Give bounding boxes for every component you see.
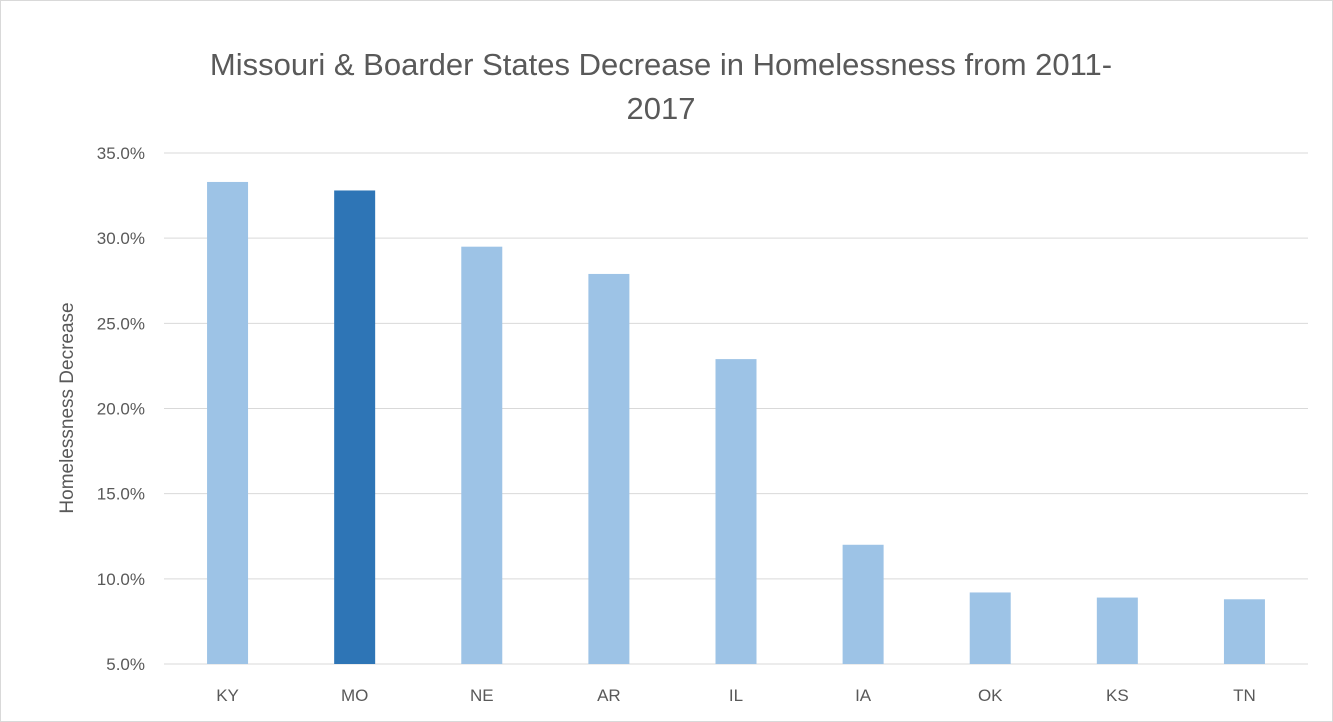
y-tick-label: 15.0% (97, 485, 145, 504)
chart-title: Missouri & Boarder States Decrease in Ho… (209, 47, 1113, 126)
bar-ar (588, 273, 630, 664)
bar-ks (1096, 597, 1138, 664)
bar-ky (207, 181, 249, 664)
bar-mo (334, 190, 376, 664)
bar-ok (969, 592, 1011, 664)
y-tick-label: 5.0% (106, 655, 145, 674)
bar-ia (842, 544, 884, 664)
x-tick-label: KY (216, 686, 239, 705)
x-tick-label: TN (1233, 686, 1256, 705)
x-tick-label: IA (855, 686, 872, 705)
x-axis-ticks: KY MO NE AR IL IA OK KS TN (216, 686, 1256, 705)
x-tick-label: KS (1106, 686, 1129, 705)
y-axis-ticks: 5.0% 10.0% 15.0% 20.0% 25.0% 30.0% 35.0% (97, 144, 145, 674)
x-tick-label: IL (729, 686, 743, 705)
y-tick-label: 10.0% (97, 570, 145, 589)
y-tick-label: 20.0% (97, 400, 145, 419)
x-tick-label: OK (978, 686, 1003, 705)
x-tick-label: NE (470, 686, 494, 705)
y-tick-label: 30.0% (97, 229, 145, 248)
x-tick-label: MO (341, 686, 368, 705)
x-tick-label: AR (597, 686, 621, 705)
y-axis-title: Homelessness Decrease (57, 302, 78, 513)
bars (207, 181, 1265, 664)
bar-il (715, 359, 757, 664)
y-tick-label: 25.0% (97, 314, 145, 333)
bar-tn (1223, 599, 1265, 664)
y-tick-label: 35.0% (97, 144, 145, 163)
bar-ne (461, 246, 503, 664)
